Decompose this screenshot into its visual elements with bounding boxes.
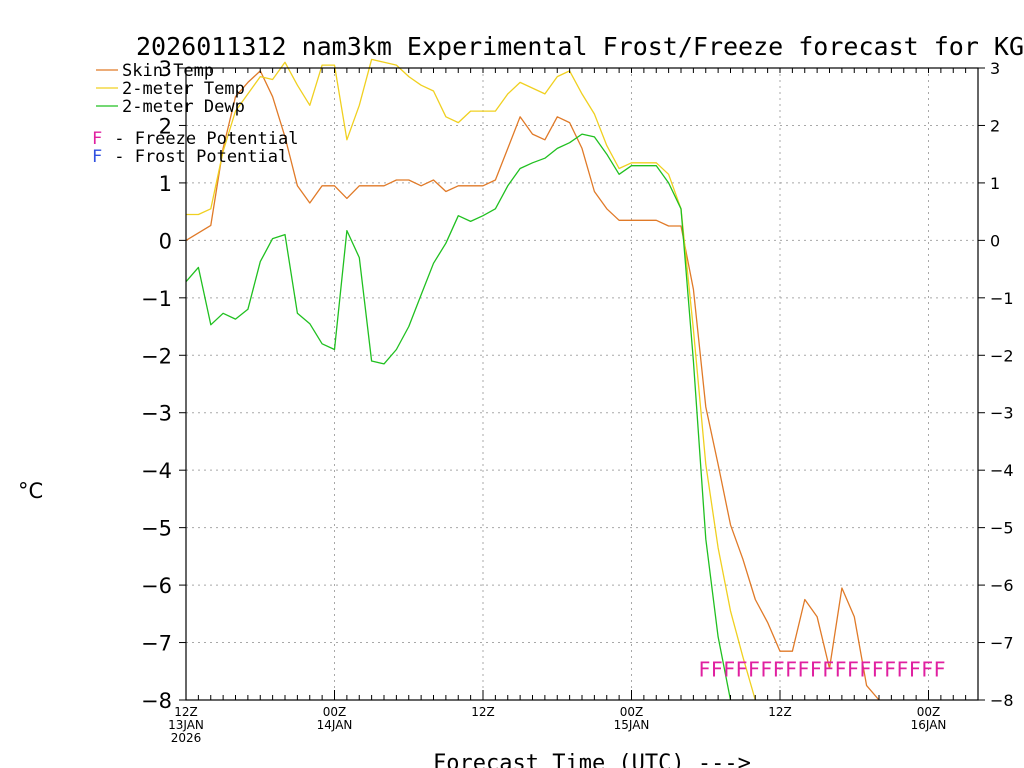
- freeze-marker: F: [822, 657, 834, 681]
- y-tick-label-right: −4: [990, 461, 1014, 480]
- freeze-marker: F: [921, 657, 933, 681]
- legend-frost-symbol: F: [92, 147, 102, 167]
- y-tick-label-left: −3: [141, 402, 172, 426]
- freeze-marker: F: [711, 657, 723, 681]
- x-tick-label: 12Z: [768, 705, 792, 719]
- freeze-marker: F: [896, 657, 908, 681]
- chart-title: 2026011312 nam3km Experimental Frost/Fre…: [136, 32, 1024, 61]
- freeze-marker: F: [909, 657, 921, 681]
- y-tick-label-left: −1: [141, 287, 172, 311]
- y-tick-label-right: −6: [990, 576, 1014, 595]
- x-tick-label: 13JAN: [168, 718, 204, 732]
- legend: Skin Temp 2-meter Temp 2-meter Dewp F - …: [92, 61, 298, 167]
- legend-freeze-symbol: F: [92, 129, 102, 149]
- y-tick-label-right: −1: [990, 289, 1014, 308]
- y-tick-label-left: −7: [141, 632, 172, 656]
- legend-label-2m-dewp: 2-meter Dewp: [122, 97, 245, 117]
- freeze-marker: F: [736, 657, 748, 681]
- x-tick-label: 15JAN: [614, 718, 650, 732]
- y-tick-label-right: −5: [990, 519, 1014, 538]
- x-axis-label: Forecast Time (UTC) --->: [433, 751, 751, 768]
- y-tick-label-right: 2: [990, 116, 1000, 135]
- freeze-marker: F: [810, 657, 822, 681]
- y-tick-label-right: −7: [990, 634, 1014, 653]
- x-tick-label: 00Z: [323, 705, 347, 719]
- y-axis-label: °C: [18, 479, 43, 503]
- y-tick-label-left: 1: [159, 172, 172, 196]
- x-tick-label: 00Z: [620, 705, 644, 719]
- freeze-marker: F: [785, 657, 797, 681]
- y-tick-label-right: 3: [990, 59, 1000, 78]
- series-2-meter-dewp-line: [185, 133, 732, 701]
- freeze-marker: F: [773, 657, 785, 681]
- data-series: [185, 58, 880, 701]
- y-tick-label-right: 1: [990, 174, 1000, 193]
- freeze-marker: F: [797, 657, 809, 681]
- y-tick-label-right: −3: [990, 404, 1014, 423]
- y-tick-label-left: −2: [141, 344, 172, 368]
- x-tick-label: 16JAN: [911, 718, 947, 732]
- x-tick-label: 12Z: [471, 705, 495, 719]
- y-tick-label-left: 2: [159, 114, 172, 138]
- freeze-marker: F: [859, 657, 871, 681]
- y-tick-label-left: −8: [141, 689, 172, 713]
- y-tick-label-left: −5: [141, 517, 172, 541]
- y-tick-label-left: 0: [159, 229, 172, 253]
- plot-frame: [185, 67, 979, 701]
- axis-ticks: −8 −8 −7 −7 −6 −6 −5 −5 −4 −4 −3 −3 −2 −2 −1 −1 0 0 1 1 2 2 3 3…: [141, 57, 1014, 745]
- freeze-marker: F: [835, 657, 847, 681]
- freeze-marker: F: [934, 657, 946, 681]
- y-tick-label-left: −4: [141, 459, 172, 483]
- x-tick-label: 00Z: [917, 705, 941, 719]
- y-tick-label-right: −8: [990, 691, 1014, 710]
- legend-label-2m-temp: 2-meter Temp: [122, 79, 245, 99]
- legend-freeze-label: - Freeze Potential: [104, 129, 298, 149]
- grid-lines: [186, 68, 978, 700]
- y-tick-label-right: −2: [990, 346, 1014, 365]
- freeze-marker: F: [884, 657, 896, 681]
- freeze-marker: F: [847, 657, 859, 681]
- freeze-marker: F: [748, 657, 760, 681]
- x-tick-label: 2026: [171, 731, 202, 745]
- series-skin-temp-line: [185, 70, 880, 701]
- freeze-marker: F: [698, 657, 710, 681]
- x-tick-label: 14JAN: [317, 718, 353, 732]
- y-tick-label-left: 3: [159, 57, 172, 81]
- legend-label-skin-temp: Skin Temp: [122, 61, 214, 81]
- freeze-marker: F: [723, 657, 735, 681]
- y-tick-label-right: 0: [990, 231, 1000, 250]
- y-tick-label-left: −6: [141, 574, 172, 598]
- x-tick-label: 12Z: [174, 705, 198, 719]
- freeze-marker: F: [872, 657, 884, 681]
- legend-frost-label: - Frost Potential: [104, 147, 288, 167]
- freeze-marker: F: [760, 657, 772, 681]
